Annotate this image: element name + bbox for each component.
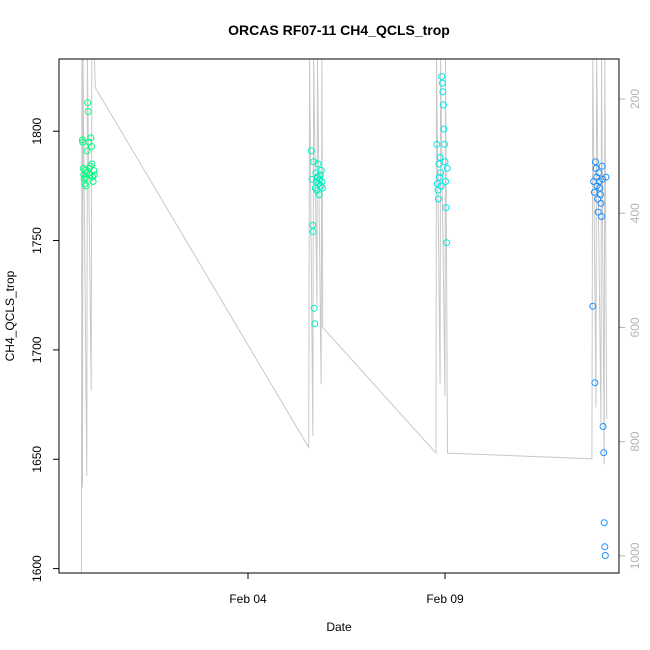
data-point-rf09 [437,169,445,177]
data-point-rf07 [88,143,95,150]
data-point-rf11 [597,199,605,207]
data-point-rf07 [89,173,97,181]
data-point-rf07 [82,182,90,190]
y2-tick-label: 800 [628,431,642,451]
pressure-profile-line [80,59,608,573]
data-point-rf08 [309,228,317,236]
y2-tick-label: 200 [628,89,642,109]
data-point-rf11 [599,423,607,430]
data-point-rf11 [602,173,610,181]
data-point-rf07 [89,178,97,185]
data-point-rf11 [589,302,597,310]
data-point-rf09 [438,73,446,80]
data-point-rf11 [598,162,606,170]
data-point-rf11 [601,552,609,559]
data-point-rf09 [440,125,448,133]
data-point-rf09 [442,204,450,212]
data-point-rf09 [433,140,441,148]
data-point-rf08 [317,167,325,174]
pressure-profile-group [80,59,608,573]
data-point-rf09 [437,182,445,190]
data-point-rf09 [443,239,451,247]
data-point-rf09 [434,195,442,203]
data-point-rf09 [441,140,448,148]
y2-tick-label: 400 [628,203,642,223]
chart-title: ORCAS RF07-11 CH4_QCLS_trop [228,22,450,38]
data-point-rf08 [310,304,318,312]
data-point-rf07 [90,167,98,174]
data-point-rf09 [443,164,451,172]
data-point-rf07 [90,171,98,179]
data-point-rf11 [596,191,604,199]
data-point-rf08 [316,175,324,183]
data-point-rf09 [436,173,443,181]
y-tick-label: 1600 [30,555,44,582]
data-point-rf11 [601,543,609,551]
y-tick-label: 1750 [30,227,44,254]
data-point-rf09 [436,153,444,161]
data-point-rf09 [441,158,449,166]
y-tick-label: 1800 [30,118,44,145]
data-point-rf09 [435,160,443,168]
data-point-rf11 [596,184,604,192]
y-tick-label: 1700 [30,336,44,363]
data-point-rf08 [317,182,325,190]
data-point-rf07 [87,134,95,142]
x-tick-label: Feb 09 [426,592,464,606]
axes-group: 1600 1650 1700 1750 1800 Feb 04 Feb 09 200 400 60… [30,89,642,606]
data-point-rf09 [439,88,447,96]
data-point-rf07 [83,147,91,155]
data-point-rf11 [590,188,598,196]
data-points-group [78,73,610,559]
data-point-rf11 [595,169,603,177]
data-point-rf11 [600,519,608,527]
data-point-rf07 [84,99,92,107]
x-axis-label: Date [326,620,352,634]
y2-tick-label: 600 [628,317,642,337]
data-point-rf08 [318,178,326,185]
data-point-rf11 [591,379,599,387]
data-point-rf08 [310,158,318,166]
data-point-rf08 [307,147,315,155]
data-point-rf09 [442,178,449,185]
data-point-rf08 [315,191,323,199]
plot-frame [58,58,620,574]
y2-tick-label: 1000 [628,542,642,569]
data-point-rf08 [318,184,326,192]
y-axis-label: CH4_QCLS_trop [3,270,17,361]
data-point-rf11 [598,213,605,220]
data-point-rf07 [82,173,89,181]
data-point-rf07 [88,160,96,168]
data-point-rf08 [314,160,322,168]
data-point-rf09 [433,180,441,188]
data-point-rf07 [86,162,94,170]
data-point-rf08 [316,171,324,179]
data-point-rf11 [600,449,608,457]
data-point-rf08 [311,320,319,328]
data-point-rf09 [438,79,446,87]
data-point-rf11 [592,158,599,166]
y-tick-label: 1650 [30,446,44,473]
data-point-rf11 [594,208,602,216]
data-point-rf09 [434,186,442,194]
x-tick-label: Feb 04 [229,592,267,606]
data-point-rf09 [439,101,447,109]
data-point-rf08 [309,221,317,229]
data-point-rf07 [84,108,92,115]
